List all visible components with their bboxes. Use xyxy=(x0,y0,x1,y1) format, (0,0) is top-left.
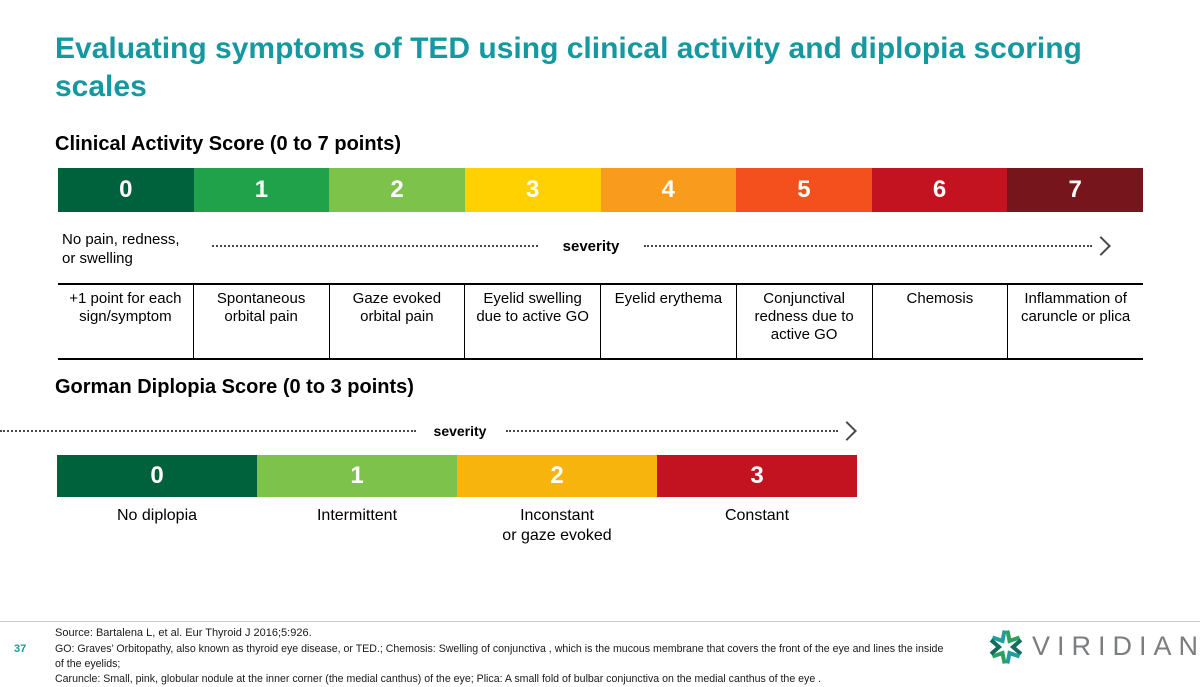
gorman-severity-dots-right xyxy=(506,430,838,432)
cas-segment-1: 1 xyxy=(193,168,330,212)
cas-segment-2: 2 xyxy=(329,168,465,212)
gorman-col-1: 1 Intermittent xyxy=(257,455,457,546)
gorman-severity-arrow-icon xyxy=(837,421,857,441)
cas-table-cell: Inflammation of caruncle or plica xyxy=(1021,290,1131,325)
footnote: GO: Graves’ Orbitopathy, also known as t… xyxy=(55,642,945,687)
gorman-severity-label: severity xyxy=(433,423,487,439)
cas-severity-label: severity xyxy=(562,238,620,255)
gorman-caption-1: Intermittent xyxy=(316,507,398,524)
gorman-segment-1: 1 xyxy=(257,455,457,497)
cas-heading: Clinical Activity Score (0 to 7 points) xyxy=(55,133,401,155)
footer-divider xyxy=(0,621,1200,622)
cas-scale-bar: 0 1 2 3 4 5 6 7 xyxy=(58,168,1143,212)
gorman-col-0: 0 No diplopia xyxy=(57,455,257,546)
cas-zero-label: No pain, redness, or swelling xyxy=(62,231,180,267)
cas-segment-7: 7 xyxy=(1007,168,1143,212)
gorman-scale-bar: 0 No diplopia 1 Intermittent 2 Inconstan… xyxy=(57,455,857,546)
cas-severity-dots-left xyxy=(212,245,538,247)
cas-severity-dots-right xyxy=(644,245,1092,247)
page-number: 37 xyxy=(14,643,27,655)
source-citation: Source: Bartalena L, et al. Eur Thyroid … xyxy=(55,627,312,639)
cas-table-cell: Gaze evoked orbital pain xyxy=(330,285,466,358)
gorman-segment-3: 3 xyxy=(657,455,857,497)
footnote-line-1: GO: Graves’ Orbitopathy, also known as t… xyxy=(55,643,944,670)
footnote-line-2: Caruncle: Small, pink, globular nodule a… xyxy=(55,673,822,685)
viridian-logo-text: VIRIDIAN xyxy=(1032,630,1200,661)
gorman-col-3: 3 Constant xyxy=(657,455,857,546)
slide-title: Evaluating symptoms of TED using clinica… xyxy=(55,32,1082,103)
cas-segment-4: 4 xyxy=(600,168,737,212)
cas-segment-3: 3 xyxy=(464,168,601,212)
gorman-col-2: 2 Inconstant or gaze evoked xyxy=(457,455,657,546)
viridian-logo: VIRIDIAN xyxy=(986,626,1200,666)
cas-segment-0: 0 xyxy=(58,168,194,212)
cas-segment-5: 5 xyxy=(736,168,872,212)
gorman-caption-0: No diplopia xyxy=(116,507,198,524)
gorman-caption-2: Inconstant or gaze evoked xyxy=(502,507,612,544)
viridian-starburst-icon xyxy=(989,630,1023,664)
cas-table-cell: +1 point for each sign/symptom xyxy=(58,285,194,358)
cas-severity-arrow-icon xyxy=(1091,236,1111,256)
gorman-segment-0: 0 xyxy=(57,455,257,497)
cas-table-cell: Eyelid erythema xyxy=(601,285,737,358)
gorman-caption-3: Constant xyxy=(724,507,790,524)
cas-signs-table: +1 point for each sign/symptom Spontaneo… xyxy=(58,283,1143,360)
gorman-segment-2: 2 xyxy=(457,455,657,497)
cas-segment-6: 6 xyxy=(871,168,1008,212)
gorman-severity-dots-left xyxy=(0,430,416,432)
cas-table-cell: Spontaneous orbital pain xyxy=(194,285,330,358)
cas-table-cell: Conjunctival redness due to active GO xyxy=(737,285,873,358)
cas-table-cell: Chemosis xyxy=(873,285,1009,358)
gorman-heading: Gorman Diplopia Score (0 to 3 points) xyxy=(55,376,414,398)
cas-table-cell: Eyelid swelling due to active GO xyxy=(465,285,601,358)
